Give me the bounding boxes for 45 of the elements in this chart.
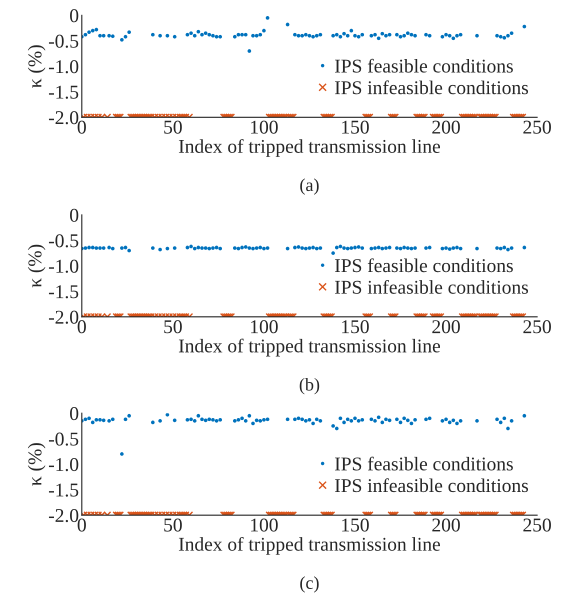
y-tick-label: 0 (70, 9, 78, 22)
y-tick-label: -0.5 (48, 234, 78, 248)
y-tick-label: -1.0 (48, 60, 78, 74)
x-tick-label: 50 (164, 120, 182, 134)
y-tick-label: -1.0 (48, 458, 78, 472)
x-tick-label: 50 (164, 320, 182, 334)
x-tick-label: 250 (523, 320, 551, 334)
text: (c) (300, 576, 319, 593)
legend-label: IPS infeasible conditions (334, 80, 528, 94)
x-tick-label: 150 (342, 120, 369, 134)
y-tick-label: -1.0 (48, 260, 78, 273)
x-axis-title: Index of tripped transmission line (178, 338, 440, 356)
x-tick-label: 200 (432, 120, 460, 134)
y-axis-title: κ (%) (28, 443, 46, 486)
y-axis-title: κ (%) (28, 244, 46, 288)
x-tick-label: 100 (251, 518, 278, 532)
y-tick-label: -2.0 (48, 508, 78, 522)
y-tick-label: -0.5 (48, 34, 78, 48)
y-tick-label: 0 (70, 407, 78, 420)
text: (b) (300, 378, 320, 394)
legend-label: IPS feasible conditions (334, 58, 513, 73)
legend-label: IPS feasible conditions (334, 456, 513, 471)
x-tick-label: 150 (342, 320, 369, 334)
x-tick-label: 200 (432, 320, 460, 334)
legend-label: IPS infeasible conditions (334, 478, 528, 492)
y-tick-label: 0 (70, 208, 78, 222)
x-tick-label: 50 (164, 518, 182, 532)
y-tick-label: -0.5 (48, 432, 78, 446)
x-tick-label: 100 (251, 320, 278, 334)
y-tick-label: -1.5 (48, 285, 78, 298)
x-axis-title: Index of tripped transmission line (178, 536, 440, 555)
y-tick-label: -2.0 (48, 310, 78, 324)
y-axis-title: κ (%) (28, 45, 46, 88)
y-tick-label: -1.5 (48, 484, 78, 497)
y-tick-label: -2.0 (48, 111, 78, 124)
x-tick-label: 100 (251, 120, 278, 134)
y-tick-label: -1.5 (48, 86, 78, 99)
text: (a) (300, 178, 319, 195)
x-tick-label: 250 (523, 518, 551, 532)
x-tick-label: 250 (523, 120, 551, 134)
x-tick-label: 150 (342, 518, 369, 532)
legend-label: IPS feasible conditions (334, 258, 513, 272)
x-tick-label: 200 (432, 518, 460, 532)
x-axis-title: Index of tripped transmission line (178, 139, 440, 157)
legend-label: IPS infeasible conditions (334, 280, 528, 294)
